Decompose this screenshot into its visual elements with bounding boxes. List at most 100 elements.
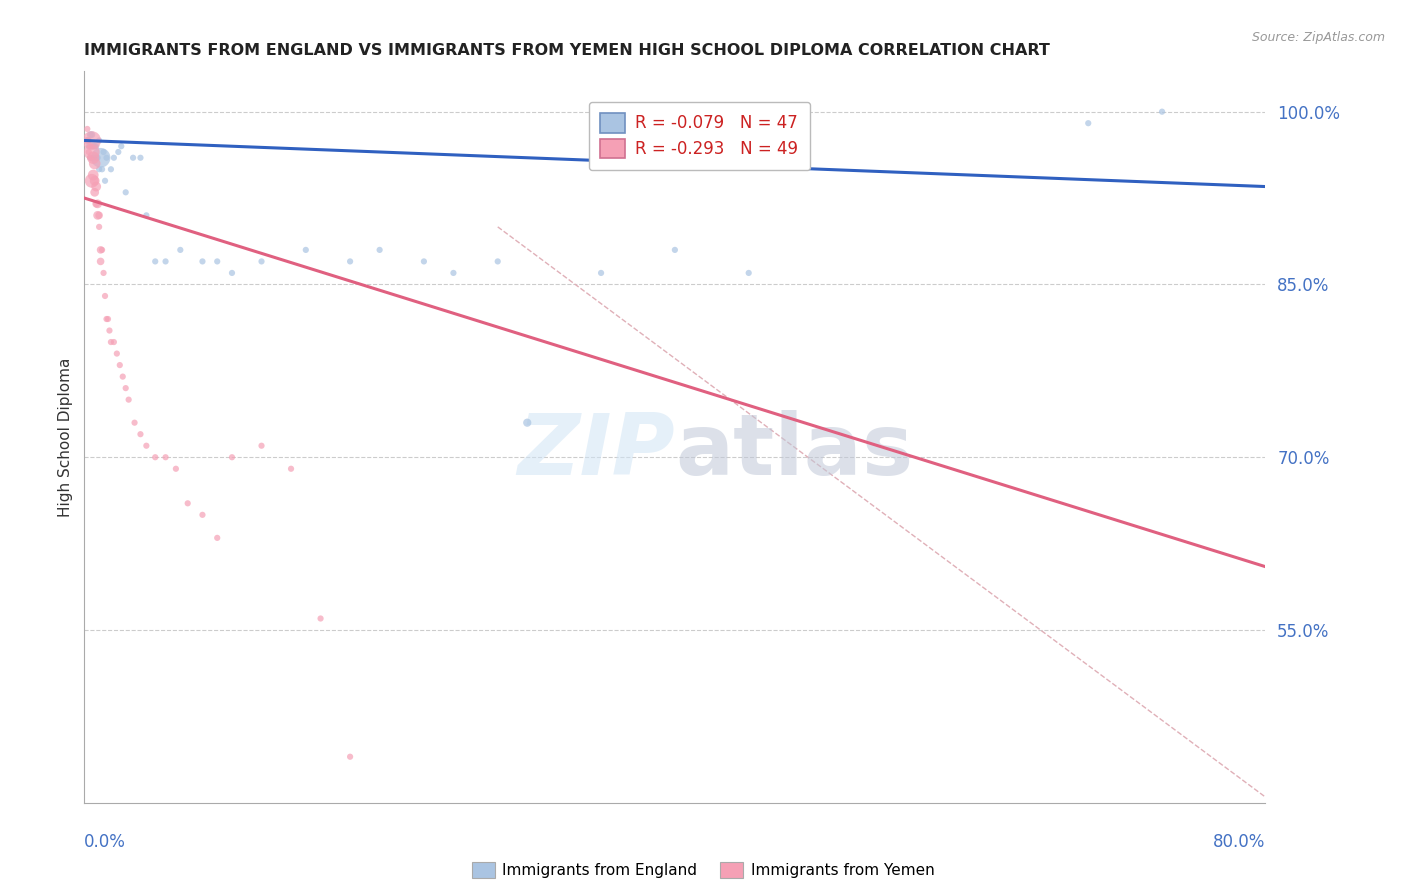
Point: [90, 151, 112, 165]
Text: ZIP: ZIP: [517, 410, 675, 493]
Point: [309, 611, 332, 625]
Point: [91, 243, 114, 257]
Point: [135, 439, 157, 453]
Point: [86, 208, 108, 222]
Point: [87, 162, 111, 177]
Point: [100, 334, 122, 349]
Point: [87, 133, 111, 147]
Point: [80, 133, 103, 147]
Point: [143, 450, 166, 465]
Point: [486, 254, 509, 268]
Point: [82, 151, 104, 165]
Point: [83, 156, 105, 170]
Point: [93, 145, 115, 159]
Point: [103, 334, 125, 349]
Point: [86, 197, 108, 211]
Point: [76, 133, 98, 147]
Point: [94, 289, 117, 303]
Point: [84, 179, 107, 194]
Point: [339, 749, 361, 764]
Point: [155, 254, 177, 268]
Point: [111, 369, 134, 384]
Point: [103, 151, 125, 165]
Point: [80, 145, 103, 159]
Point: [105, 346, 128, 360]
Point: [207, 531, 229, 545]
Y-axis label: High School Diploma: High School Diploma: [58, 358, 73, 516]
Point: [79, 128, 101, 142]
Text: IMMIGRANTS FROM ENGLAND VS IMMIGRANTS FROM YEMEN HIGH SCHOOL DIPLOMA CORRELATION: IMMIGRANTS FROM ENGLAND VS IMMIGRANTS FR…: [84, 43, 1050, 58]
Point: [84, 151, 107, 165]
Point: [79, 139, 101, 153]
Point: [90, 254, 112, 268]
Point: [143, 254, 166, 268]
Point: [191, 508, 214, 522]
Point: [86, 151, 108, 165]
Point: [98, 324, 121, 338]
Point: [339, 254, 361, 268]
Point: [114, 381, 136, 395]
Point: [129, 427, 152, 442]
Point: [280, 462, 302, 476]
Point: [122, 151, 145, 165]
Point: [110, 139, 132, 153]
Point: [114, 186, 136, 200]
Point: [83, 139, 105, 153]
Point: [77, 145, 100, 159]
Point: [1150, 104, 1173, 119]
Point: [76, 133, 98, 147]
Point: [82, 139, 104, 153]
Point: [83, 139, 105, 153]
Point: [90, 243, 112, 257]
Point: [107, 145, 129, 159]
Point: [84, 139, 107, 153]
Point: [250, 254, 273, 268]
Point: [165, 462, 187, 476]
Point: [82, 168, 104, 182]
Point: [97, 312, 120, 326]
Point: [118, 392, 141, 407]
Text: atlas: atlas: [675, 410, 912, 493]
Point: [76, 122, 98, 136]
Point: [79, 151, 101, 165]
Point: [155, 450, 177, 465]
Point: [413, 254, 436, 268]
Text: Source: ZipAtlas.com: Source: ZipAtlas.com: [1251, 31, 1385, 45]
Point: [191, 254, 214, 268]
Point: [87, 208, 111, 222]
Point: [368, 243, 391, 257]
Point: [177, 496, 200, 510]
Point: [79, 151, 101, 165]
Point: [124, 416, 146, 430]
Point: [83, 174, 105, 188]
Point: [443, 266, 465, 280]
Point: [169, 243, 191, 257]
Point: [80, 139, 103, 153]
Point: [221, 450, 243, 465]
Point: [738, 266, 761, 280]
Point: [91, 162, 114, 177]
Text: 0.0%: 0.0%: [84, 833, 127, 851]
Legend: Immigrants from England, Immigrants from Yemen: Immigrants from England, Immigrants from…: [465, 856, 941, 884]
Point: [93, 266, 115, 280]
Point: [80, 174, 103, 188]
Point: [77, 139, 100, 153]
Point: [129, 151, 152, 165]
Point: [96, 312, 118, 326]
Legend: R = -0.079   N = 47, R = -0.293   N = 49: R = -0.079 N = 47, R = -0.293 N = 49: [589, 102, 810, 170]
Point: [250, 439, 273, 453]
Point: [221, 266, 243, 280]
Point: [516, 416, 538, 430]
Point: [77, 133, 100, 147]
Point: [87, 219, 111, 234]
Point: [96, 151, 118, 165]
Point: [100, 162, 122, 177]
Point: [135, 208, 157, 222]
Point: [94, 174, 117, 188]
Point: [80, 128, 103, 142]
Point: [82, 151, 104, 165]
Point: [664, 243, 686, 257]
Point: [1077, 116, 1099, 130]
Point: [83, 186, 105, 200]
Point: [295, 243, 318, 257]
